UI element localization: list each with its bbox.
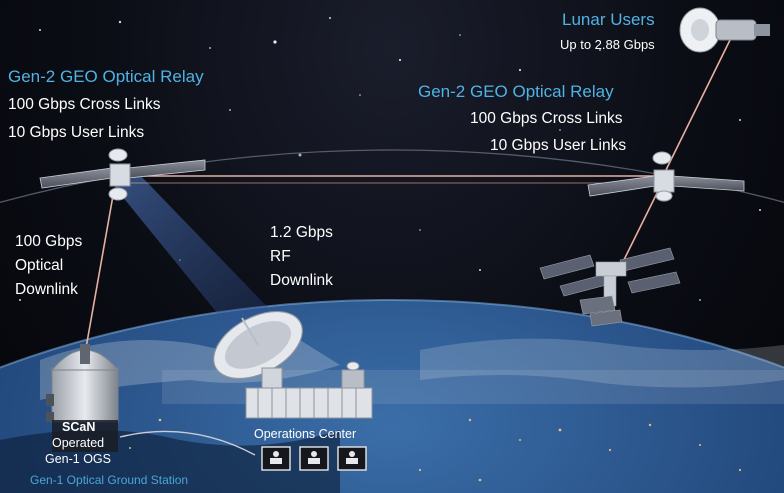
left-geo-satellite <box>39 148 206 201</box>
rf-downlink-rate: 1.2 Gbps <box>270 224 333 241</box>
rf-downlink-label: Downlink <box>270 272 333 289</box>
lunar-users-rate: Up to 2.88 Gbps <box>560 37 655 52</box>
ogs-generation-label: Gen-1 OGS <box>45 452 111 466</box>
rf-dish <box>213 310 303 391</box>
rf-downlink-type: RF <box>270 248 291 265</box>
optical-downlink-line <box>85 189 115 349</box>
right-relay-cross-links: 100 Gbps Cross Links <box>470 110 623 127</box>
left-relay-cross-links: 100 Gbps Cross Links <box>8 96 161 113</box>
lunar-spacecraft <box>679 7 770 53</box>
optical-downlink-type: Optical <box>15 257 64 274</box>
right-geo-satellite <box>587 151 745 202</box>
optical-ground-station <box>46 344 120 452</box>
lunar-users-title: Lunar Users <box>562 10 655 29</box>
ogs-operator: SCaN <box>62 420 96 434</box>
ogs-operated-label: Operated <box>52 436 105 450</box>
ground-network-link <box>119 430 256 456</box>
rf-downlink-beam <box>113 175 278 335</box>
left-relay-title: Gen-2 GEO Optical Relay <box>8 67 204 86</box>
optical-links <box>85 37 732 349</box>
ogs-caption: Gen-1 Optical Ground Station <box>30 473 189 487</box>
right-relay-title: Gen-2 GEO Optical Relay <box>418 82 614 101</box>
operations-center-title: Operations Center <box>254 427 357 441</box>
operations-console-icons <box>261 446 367 471</box>
optical-downlink-rate: 100 Gbps <box>15 233 83 250</box>
left-relay-user-links: 10 Gbps User Links <box>8 124 145 141</box>
right-relay-user-links: 10 Gbps User Links <box>490 137 627 154</box>
optical-downlink-label: Downlink <box>15 281 78 298</box>
starfield <box>19 17 761 301</box>
lunar-link-line <box>664 37 732 173</box>
operations-building <box>245 361 373 419</box>
space-station <box>539 247 681 327</box>
